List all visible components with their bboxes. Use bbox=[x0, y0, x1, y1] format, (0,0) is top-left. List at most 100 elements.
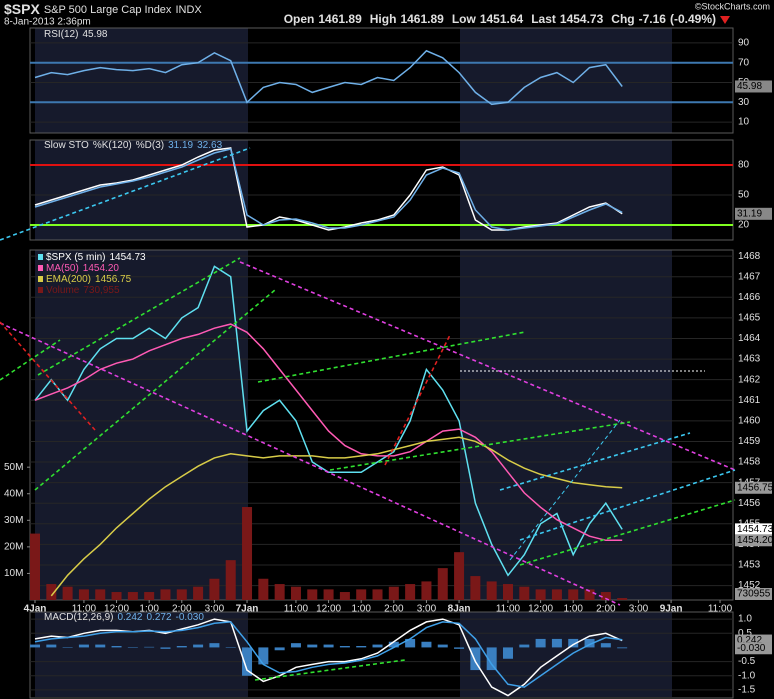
quote-label: Last bbox=[531, 12, 556, 26]
bar bbox=[242, 647, 253, 676]
quote-value: 1454.73 bbox=[560, 12, 604, 26]
bar bbox=[242, 507, 253, 600]
legend-value: 730,955 bbox=[83, 285, 120, 296]
y-tick-label: 20 bbox=[738, 220, 750, 231]
x-tick-label: 12:00 bbox=[104, 604, 129, 615]
bar bbox=[95, 644, 106, 648]
x-tick-label: 11:00 bbox=[284, 604, 309, 615]
bar bbox=[339, 592, 350, 600]
y2-tick-label: 30M bbox=[4, 515, 23, 526]
bar bbox=[111, 592, 122, 600]
bar bbox=[225, 647, 236, 648]
y-tick-label: 1452 bbox=[738, 580, 761, 591]
x-tick-label: 9Jan bbox=[660, 604, 683, 615]
exchange: INDX bbox=[175, 4, 202, 16]
y-tick-label: 50 bbox=[738, 190, 750, 201]
bar bbox=[209, 643, 220, 648]
bar bbox=[274, 647, 285, 651]
bar bbox=[421, 581, 432, 600]
legend-swatch bbox=[38, 287, 43, 293]
bar bbox=[258, 647, 269, 665]
bar bbox=[176, 589, 187, 600]
y2-tick-label: 20M bbox=[4, 542, 23, 553]
legend-value: 32.63 bbox=[197, 140, 222, 151]
bar bbox=[584, 638, 595, 648]
quote: Open 1461.89 High 1461.89 Low 1451.64 Last 1454… bbox=[284, 12, 716, 26]
bar bbox=[78, 589, 89, 600]
y-tick-label: 1466 bbox=[738, 292, 761, 303]
bar bbox=[95, 589, 106, 600]
bar bbox=[144, 646, 155, 648]
legend-value: -0.030 bbox=[176, 612, 205, 623]
y-tick-label: -1.0 bbox=[738, 670, 756, 681]
bar bbox=[62, 647, 73, 648]
trendlines bbox=[0, 147, 736, 681]
value-box bbox=[735, 80, 772, 93]
symbol: $SPX bbox=[4, 1, 40, 17]
x-tick-label: 2:00 bbox=[172, 604, 192, 615]
bar bbox=[519, 644, 530, 648]
bar bbox=[160, 589, 171, 600]
legend-value: 1454.73 bbox=[109, 252, 146, 263]
bar bbox=[454, 647, 465, 649]
y-tick-label: 70 bbox=[738, 57, 750, 68]
bar bbox=[225, 560, 236, 600]
bar bbox=[388, 641, 399, 648]
x-tick-label: 4Jan bbox=[24, 604, 47, 615]
bar bbox=[307, 644, 318, 648]
quote-label: Low bbox=[452, 12, 477, 26]
x-tick-label: 12:00 bbox=[528, 604, 553, 615]
series-line bbox=[50, 436, 623, 597]
bar bbox=[584, 589, 595, 600]
bar bbox=[535, 589, 546, 600]
legend-value: 1454.20 bbox=[83, 263, 120, 274]
bar bbox=[307, 589, 318, 600]
value-label: 45.98 bbox=[737, 81, 762, 92]
value-label: 1454.73 bbox=[737, 524, 774, 535]
legend: Slow STO %K(120) %D(3) 31.19 32.63 bbox=[44, 140, 223, 151]
bar bbox=[258, 578, 269, 600]
quote-value: 1461.89 bbox=[318, 12, 362, 26]
x-tick-label: 1:00 bbox=[351, 604, 371, 615]
legend-name: Volume bbox=[46, 285, 80, 296]
bar bbox=[290, 643, 301, 648]
bar bbox=[502, 647, 513, 659]
bar bbox=[78, 644, 89, 648]
legend-title: Slow STO bbox=[44, 140, 89, 151]
bar bbox=[617, 598, 628, 600]
legend: MACD(12,26,9) 0.242 0.272 -0.030 bbox=[44, 612, 204, 623]
name: S&P 500 Large Cap Index bbox=[44, 4, 172, 16]
x-tick-label: 11:00 bbox=[72, 604, 97, 615]
bar bbox=[323, 644, 334, 648]
bar bbox=[30, 644, 40, 648]
bar bbox=[323, 589, 334, 600]
bar bbox=[388, 586, 399, 600]
bar bbox=[437, 568, 448, 600]
y-tick-label: -1.5 bbox=[738, 685, 756, 696]
bar bbox=[30, 533, 40, 600]
bar bbox=[454, 552, 465, 600]
quote-value: (-0.49%) bbox=[670, 12, 716, 26]
bar bbox=[209, 578, 220, 600]
legend-title: MACD(12,26,9) bbox=[44, 612, 113, 623]
y-tick-label: 1463 bbox=[738, 354, 761, 365]
bar bbox=[111, 646, 122, 648]
legend-name: $SPX (5 min) bbox=[46, 252, 105, 263]
y-tick-label: 80 bbox=[738, 160, 750, 171]
legend-swatch bbox=[38, 254, 43, 260]
bar bbox=[339, 646, 350, 648]
x-tick-label: 2:00 bbox=[384, 604, 404, 615]
x-tick-label: 3:00 bbox=[205, 604, 225, 615]
legend-name: MA(50) bbox=[46, 263, 79, 274]
bar bbox=[160, 647, 171, 649]
legend-value: 0.272 bbox=[147, 612, 172, 623]
legend-value: 1456.75 bbox=[95, 274, 132, 285]
y-tick-label: 1462 bbox=[738, 374, 761, 385]
y-tick-label: 10 bbox=[738, 117, 750, 128]
bar bbox=[486, 581, 497, 600]
bar bbox=[502, 584, 513, 600]
y-tick-label: 1.0 bbox=[738, 614, 752, 625]
value-box bbox=[735, 642, 772, 655]
bar bbox=[127, 592, 138, 600]
